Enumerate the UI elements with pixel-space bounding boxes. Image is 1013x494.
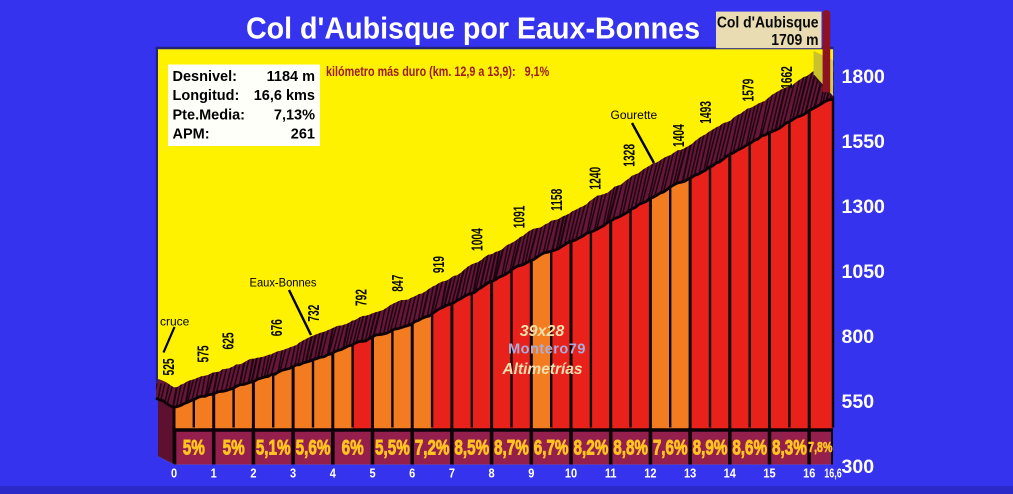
svg-text:5,1%: 5,1%	[256, 435, 291, 459]
svg-text:732: 732	[305, 305, 323, 322]
svg-text:6: 6	[409, 467, 416, 481]
svg-text:12: 12	[644, 467, 657, 481]
svg-text:919: 919	[430, 256, 448, 273]
svg-text:1328: 1328	[620, 144, 638, 167]
svg-text:Altimetrías: Altimetrías	[501, 361, 582, 378]
svg-text:1184 m: 1184 m	[267, 69, 315, 85]
svg-text:Col d'Aubisque: Col d'Aubisque	[717, 15, 819, 32]
svg-text:1050: 1050	[842, 261, 886, 283]
svg-text:14: 14	[724, 467, 737, 481]
svg-text:Pte.Media:: Pte.Media:	[173, 107, 246, 123]
svg-text:8,3%: 8,3%	[772, 435, 807, 459]
svg-text:4: 4	[330, 467, 337, 481]
svg-text:5,6%: 5,6%	[296, 435, 331, 459]
svg-text:676: 676	[268, 319, 286, 336]
svg-text:847: 847	[389, 275, 407, 292]
svg-text:kilómetro más duro (km. 12,9 a: kilómetro más duro (km. 12,9 a 13,9): 9,…	[326, 64, 549, 79]
svg-text:cruce: cruce	[160, 315, 190, 329]
svg-text:7,2%: 7,2%	[415, 435, 450, 459]
svg-text:1404: 1404	[670, 124, 688, 147]
svg-text:10: 10	[565, 467, 578, 481]
svg-text:525: 525	[160, 358, 178, 375]
svg-text:3: 3	[290, 467, 297, 481]
svg-text:1: 1	[211, 467, 218, 481]
svg-text:9: 9	[528, 467, 535, 481]
svg-text:7,13%: 7,13%	[274, 107, 315, 123]
svg-text:5%: 5%	[223, 435, 245, 459]
svg-text:0: 0	[171, 467, 178, 481]
svg-text:1240: 1240	[586, 167, 604, 190]
svg-text:5: 5	[369, 467, 376, 481]
svg-text:1709 m: 1709 m	[771, 32, 818, 49]
svg-text:8,5%: 8,5%	[454, 435, 489, 459]
svg-text:16: 16	[803, 467, 816, 481]
svg-text:1579: 1579	[739, 79, 757, 102]
svg-text:1662: 1662	[778, 66, 796, 89]
svg-text:8,6%: 8,6%	[732, 435, 767, 459]
svg-text:8,7%: 8,7%	[494, 435, 529, 459]
svg-text:7,8%: 7,8%	[808, 438, 833, 455]
svg-text:8: 8	[489, 467, 496, 481]
svg-text:16,6: 16,6	[824, 467, 841, 481]
svg-text:261: 261	[291, 127, 315, 143]
svg-text:Longitud:: Longitud:	[173, 88, 240, 104]
svg-text:5%: 5%	[183, 435, 205, 459]
svg-text:575: 575	[194, 345, 212, 362]
svg-text:7: 7	[449, 467, 456, 481]
svg-text:Desnivel:: Desnivel:	[173, 69, 237, 85]
svg-text:13: 13	[684, 467, 697, 481]
svg-text:5,5%: 5,5%	[375, 435, 410, 459]
svg-text:300: 300	[842, 456, 875, 478]
svg-text:1300: 1300	[842, 196, 886, 218]
svg-text:39x28: 39x28	[520, 323, 565, 340]
svg-text:792: 792	[352, 289, 370, 306]
svg-text:2: 2	[250, 467, 257, 481]
svg-text:1004: 1004	[468, 228, 486, 251]
svg-text:800: 800	[842, 326, 875, 348]
svg-text:8,8%: 8,8%	[613, 435, 648, 459]
svg-text:APM:: APM:	[173, 127, 210, 143]
svg-text:11: 11	[605, 467, 617, 481]
svg-text:15: 15	[763, 467, 776, 481]
svg-text:625: 625	[219, 332, 237, 349]
svg-text:Montero79: Montero79	[508, 342, 586, 358]
svg-text:Eaux-Bonnes: Eaux-Bonnes	[250, 277, 317, 289]
svg-text:1158: 1158	[548, 188, 566, 211]
svg-text:Gourette: Gourette	[611, 108, 658, 122]
svg-text:8,9%: 8,9%	[693, 435, 728, 459]
svg-text:6,7%: 6,7%	[534, 435, 569, 459]
svg-text:16,6 kms: 16,6 kms	[254, 88, 315, 104]
svg-text:1550: 1550	[842, 131, 886, 153]
svg-text:7,6%: 7,6%	[653, 435, 688, 459]
svg-text:1800: 1800	[842, 66, 886, 88]
svg-text:Col d'Aubisque por Eaux-Bonnes: Col d'Aubisque por Eaux-Bonnes	[246, 12, 700, 46]
svg-text:1091: 1091	[510, 205, 528, 228]
svg-text:550: 550	[842, 391, 875, 413]
svg-text:8,2%: 8,2%	[574, 435, 609, 459]
svg-text:1493: 1493	[697, 101, 715, 124]
svg-text:6%: 6%	[342, 435, 364, 459]
